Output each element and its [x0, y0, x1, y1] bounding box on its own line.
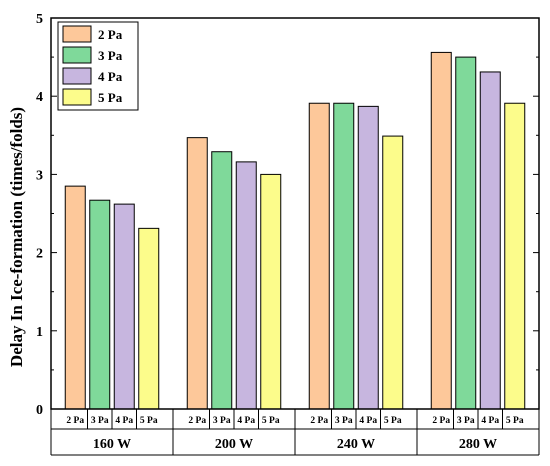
bar — [333, 102, 355, 410]
bar-sub-label: 3 Pa — [91, 416, 109, 426]
bars-layer — [64, 51, 526, 410]
bar — [64, 185, 86, 410]
bar — [455, 56, 477, 410]
bar — [211, 151, 233, 410]
legend-label: 3 Pa — [98, 48, 123, 63]
y-tick-label: 2 — [36, 247, 43, 262]
category-label: 280 W — [459, 437, 497, 452]
bar — [357, 105, 379, 410]
y-axis-label: Delay In Ice-formation (times/folds) — [7, 107, 26, 367]
bar-sub-label: 3 Pa — [457, 416, 475, 426]
y-tick-label: 0 — [36, 403, 43, 418]
y-tick-label: 3 — [36, 168, 43, 183]
bar — [113, 203, 135, 410]
axes-layer: 2 Pa 3 Pa 4 Pa 5 Pa 160 W 2 Pa 3 Pa 4 Pa 5 Pa 200… — [36, 12, 540, 456]
bar-sub-label: 5 Pa — [140, 416, 158, 426]
bar — [260, 173, 282, 410]
bar-sub-label: 5 Pa — [384, 416, 402, 426]
bar — [504, 102, 526, 410]
bar-sub-label: 5 Pa — [262, 416, 280, 426]
y-tick-label: 4 — [36, 90, 43, 105]
bar — [89, 199, 111, 410]
legend-swatch — [62, 67, 92, 85]
legend-label: 2 Pa — [98, 27, 123, 42]
y-tick-label: 1 — [36, 325, 43, 340]
legend: 2 Pa 3 Pa 4 Pa 5 Pa — [57, 21, 139, 111]
bar — [138, 227, 160, 410]
category-label: 240 W — [337, 437, 375, 452]
category-label: 200 W — [215, 437, 253, 452]
bar-sub-label: 4 Pa — [115, 416, 133, 426]
bar-sub-label: 2 Pa — [188, 416, 206, 426]
bar-sub-label: 4 Pa — [237, 416, 255, 426]
category-label: 160 W — [93, 437, 131, 452]
bar-sub-label: 3 Pa — [335, 416, 353, 426]
legend-swatch — [62, 46, 92, 64]
bar-sub-label: 3 Pa — [213, 416, 231, 426]
bar — [186, 137, 208, 410]
bar — [235, 161, 257, 410]
bar — [430, 51, 452, 410]
legend-label: 5 Pa — [98, 90, 123, 105]
bar-sub-label: 4 Pa — [359, 416, 377, 426]
bar — [382, 135, 404, 410]
bar-sub-label: 2 Pa — [432, 416, 450, 426]
legend-label: 4 Pa — [98, 69, 123, 84]
bar-sub-label: 2 Pa — [66, 416, 84, 426]
bar — [308, 102, 330, 410]
bar-sub-label: 2 Pa — [310, 416, 328, 426]
bar-sub-label: 5 Pa — [506, 416, 524, 426]
legend-swatch — [62, 88, 92, 106]
bar-sub-label: 4 Pa — [481, 416, 499, 426]
y-tick-label: 5 — [36, 12, 43, 27]
bar — [479, 71, 501, 410]
legend-swatch — [62, 25, 92, 43]
